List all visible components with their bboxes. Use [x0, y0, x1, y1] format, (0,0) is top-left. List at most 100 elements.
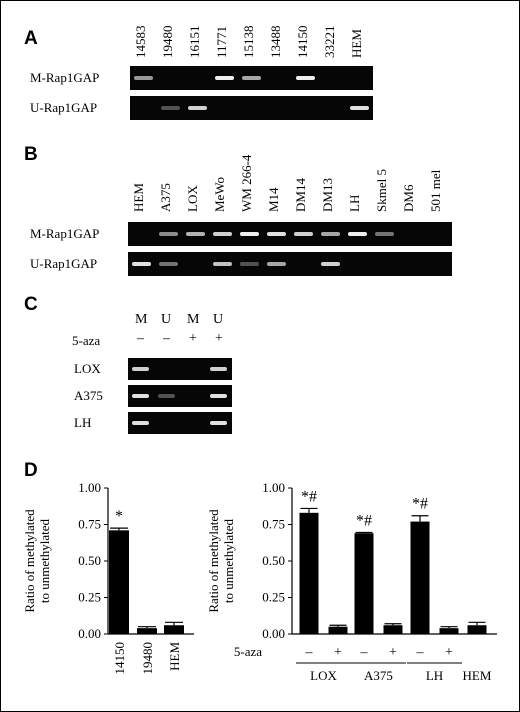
- chart-right-aza-sign: –: [360, 645, 369, 660]
- panel-a-lane-label: 15138: [240, 25, 256, 59]
- panel-a-lane-label: 14583: [132, 25, 148, 59]
- chart-right-y-axis-title: Ratio of methylated: [206, 509, 221, 613]
- panel-c-aza-sign: –: [137, 331, 144, 346]
- chart-right-y-tick-label: 1.00: [262, 480, 285, 495]
- panel-d-letter: D: [24, 460, 38, 481]
- panel-a-lane-label: 16151: [186, 25, 202, 59]
- panel-a-lane-label: HEM: [348, 29, 364, 58]
- panel-b-lane-label: DM13: [319, 178, 335, 212]
- panel-c-band: [210, 394, 227, 398]
- chart-right-bar: [410, 521, 430, 634]
- chart-right-bar: [299, 512, 319, 634]
- chart-right-group-label: LH: [426, 668, 443, 683]
- panel-b-lane-label: M14: [265, 187, 281, 212]
- panel-b-gel-strip: [128, 252, 452, 276]
- panel-b-row-label: M-Rap1GAP: [30, 226, 100, 241]
- panel-b-band: [347, 232, 368, 236]
- panel-b-lane-label: DM6: [400, 184, 416, 212]
- panel-a-band: [187, 106, 208, 110]
- panel-c-letter: C: [24, 294, 38, 315]
- panel-c-gel-strip: [128, 412, 232, 434]
- panel-b-lane-label: A375: [157, 183, 173, 212]
- panel-a-band: [349, 106, 370, 110]
- panel-b-lane-label: LOX: [184, 185, 200, 212]
- panel-b-band: [374, 232, 395, 236]
- panel-b-band: [266, 232, 287, 236]
- chart-right-group-label: HEM: [463, 668, 492, 683]
- chart-left-significance-mark: *: [115, 508, 123, 525]
- chart-right-bar: [467, 625, 487, 634]
- chart-left-bar: [109, 530, 129, 634]
- panel-b-gel-strip: [128, 222, 452, 246]
- chart-left-bar: [137, 628, 157, 634]
- panel-b-band: [320, 232, 341, 236]
- chart-left-x-tick-label: 19480: [140, 642, 155, 675]
- chart-right-aza-sign: +: [334, 645, 342, 660]
- panel-a-lane-label: 11771: [213, 25, 229, 58]
- chart-right-y-tick-label: 0.50: [262, 553, 285, 568]
- chart-left-y-tick-label: 0.25: [78, 590, 101, 605]
- panel-a-band: [214, 76, 235, 80]
- panel-c-gel-strip: [128, 358, 232, 380]
- chart-left-x-tick-label: HEM: [167, 642, 182, 671]
- panel-c-aza-label: 5-aza: [72, 333, 101, 348]
- chart-right-bar: [439, 628, 459, 634]
- panel-b-lane-label: MeWo: [211, 176, 227, 212]
- panel-c-lane-label: M: [135, 312, 148, 327]
- chart-right-aza-sign: –: [305, 645, 314, 660]
- panel-b-band: [293, 232, 314, 236]
- panel-a-band: [133, 76, 154, 80]
- chart-left-y-tick-label: 0.75: [78, 517, 101, 532]
- panel-a-lane-label: 33221: [321, 25, 337, 59]
- chart-right-y-tick-label: 0.75: [262, 517, 285, 532]
- panel-b-letter: B: [24, 144, 38, 165]
- panel-b-lane-label: WM 266-4: [238, 154, 254, 212]
- panel-c-gel-strip: [128, 385, 232, 407]
- chart-right-bar: [383, 625, 403, 634]
- panel-a-lane-label: 19480: [159, 25, 175, 59]
- panel-a-letter: A: [24, 28, 38, 49]
- panel-c-band: [210, 367, 227, 371]
- panel-b-band: [131, 262, 152, 266]
- chart-left-y-tick-label: 1.00: [78, 480, 101, 495]
- chart-left-y-tick-label: 0.50: [78, 553, 101, 568]
- chart-right-significance-mark: *#: [301, 488, 317, 505]
- panel-a-band: [295, 76, 316, 80]
- chart-left-x-tick-label: 14150: [112, 642, 127, 675]
- panel-c-aza-sign: +: [215, 331, 223, 346]
- panel-a-band: [160, 106, 181, 110]
- chart-left-y-axis-title: to unmethylated: [37, 518, 52, 603]
- panel-a-lane-label: 14150: [294, 25, 310, 59]
- panel-c-row-label: A375: [74, 388, 103, 403]
- chart-left-y-axis-title: Ratio of methylated: [22, 509, 37, 613]
- chart-right-y-tick-label: 0.25: [262, 590, 285, 605]
- chart-right-group-label: LOX: [310, 668, 337, 683]
- chart-right-significance-mark: *#: [356, 513, 372, 530]
- panel-b-row-label: U-Rap1GAP: [30, 256, 98, 271]
- panel-a-band: [241, 76, 262, 80]
- panel-b-band: [185, 232, 206, 236]
- panel-c-aza-sign: +: [189, 331, 197, 346]
- panel-a-row-label: M-Rap1GAP: [30, 70, 100, 85]
- chart-right-bar: [328, 626, 348, 634]
- chart-right-aza-sign: –: [416, 645, 425, 660]
- panel-b-lane-label: HEM: [130, 183, 146, 212]
- panel-b-band: [212, 232, 233, 236]
- chart-right-aza-label: 5-aza: [234, 644, 262, 659]
- panel-c-lane-label: U: [161, 312, 172, 327]
- panel-c-band: [132, 367, 149, 371]
- panel-a-lane-label: 13488: [267, 25, 283, 59]
- panel-c-band: [158, 394, 175, 398]
- panel-b-band: [239, 232, 260, 236]
- panel-b-lane-label: Skmel 5: [373, 169, 389, 212]
- panel-c-row-label: LOX: [74, 361, 101, 376]
- panel-b-lane-label: 501 mel: [427, 169, 443, 212]
- chart-left-y-tick-label: 0.00: [78, 626, 101, 641]
- panel-c-band: [132, 421, 149, 425]
- panel-c-aza-sign: –: [163, 331, 170, 346]
- panel-b-lane-label: DM14: [292, 178, 308, 212]
- panel-b-band: [158, 232, 179, 236]
- chart-right-aza-sign: +: [389, 645, 397, 660]
- panel-c-band: [210, 421, 227, 425]
